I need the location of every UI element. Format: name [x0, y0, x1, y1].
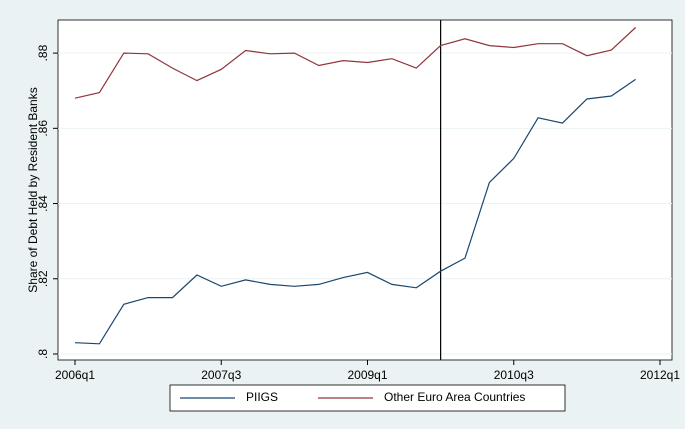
legend-label: Other Euro Area Countries — [384, 390, 525, 404]
legend-label: PIIGS — [246, 390, 278, 404]
y-axis-title: Share of Debt Held by Resident Banks — [26, 87, 40, 292]
y-tick-label: .88 — [36, 44, 50, 61]
x-tick-label: 2009q1 — [347, 368, 387, 382]
x-tick-label: 2006q1 — [55, 368, 95, 382]
x-tick-label: 2010q3 — [494, 368, 534, 382]
y-tick-label: .8 — [36, 349, 50, 359]
x-tick-label: 2012q1 — [640, 368, 680, 382]
plot-area — [57, 19, 673, 361]
y-tick-label: .86 — [36, 120, 50, 137]
series-line — [74, 78, 636, 345]
x-tick-label: 2007q3 — [201, 368, 241, 382]
y-tick-label: .84 — [36, 195, 50, 212]
series-line — [74, 27, 637, 99]
y-tick-label: .82 — [36, 270, 50, 287]
